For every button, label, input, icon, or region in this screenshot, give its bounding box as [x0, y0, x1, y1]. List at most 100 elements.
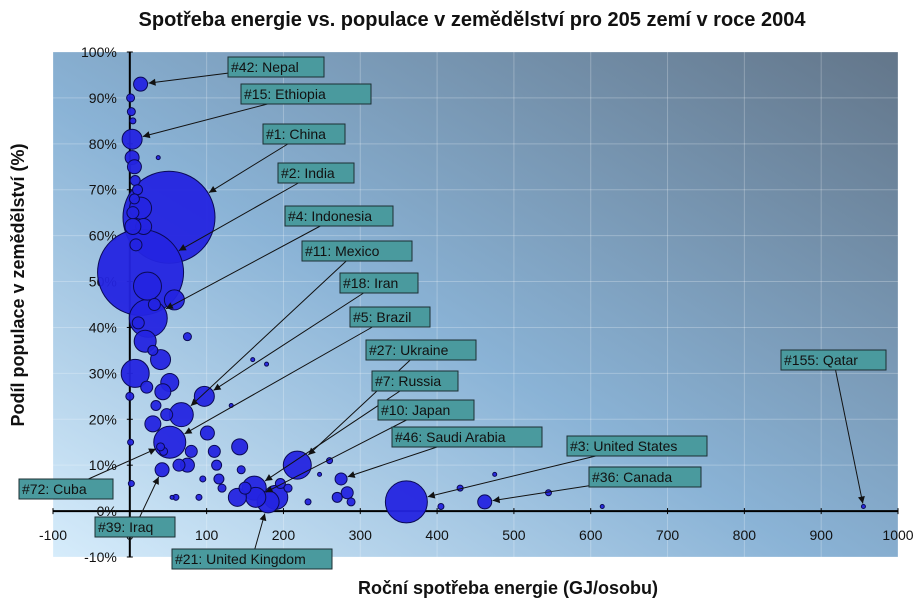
x-tick-label: 100: [195, 527, 219, 543]
leader-arrowhead: [858, 496, 865, 504]
leader-arrowhead: [190, 398, 199, 406]
point-label: #10: Japan: [265, 399, 475, 493]
label-box: [240, 83, 372, 105]
y-tick-label: 80%: [89, 136, 117, 152]
x-tick-label: 500: [502, 527, 526, 543]
label-text: #39: Iraq: [98, 519, 153, 535]
bubble: [172, 458, 186, 472]
y-tick-label: 30%: [89, 365, 117, 381]
x-tick-label: 200: [272, 527, 296, 543]
label-text: #7: Russia: [375, 373, 441, 389]
label-text: #36: Canada: [592, 469, 672, 485]
y-tick-label: -10%: [84, 549, 117, 565]
y-tick-label: 100%: [81, 44, 117, 60]
bubble: [213, 473, 225, 485]
bubble: [340, 486, 354, 500]
label-text: #27: Ukraine: [369, 342, 449, 358]
bubble: [129, 238, 143, 252]
bubble: [184, 444, 198, 458]
bubble: [236, 465, 246, 475]
x-axis-title: Roční spotřeba energie (GJ/osobu): [358, 578, 658, 598]
label-box: [391, 426, 543, 448]
bubble: [125, 391, 135, 401]
x-tick-label: 1000: [882, 527, 913, 543]
x-tick-label: 400: [425, 527, 449, 543]
label-box: [339, 272, 419, 294]
y-tick-label: 20%: [89, 411, 117, 427]
label-box: [227, 56, 325, 78]
leader-arrowhead: [347, 471, 356, 478]
label-box: [371, 370, 459, 392]
bubble: [154, 462, 170, 478]
bubble: [207, 444, 221, 458]
tick-labels: -10001002003004005006007008009001000-10%…: [39, 44, 914, 565]
label-box: [262, 123, 346, 145]
bubble: [144, 415, 162, 433]
point-label: #155: Qatar: [780, 349, 887, 504]
leader-line: [139, 476, 160, 518]
bubble: [147, 344, 159, 356]
leader-line: [427, 455, 596, 498]
bubbles: [97, 76, 866, 524]
bubble: [169, 494, 175, 500]
leader-line: [178, 182, 299, 252]
bubble: [477, 494, 493, 510]
label-text: #1: China: [266, 126, 326, 142]
label-text: #5: Brazil: [353, 309, 411, 325]
bubble: [127, 480, 135, 488]
label-box: [284, 205, 394, 227]
label-box: [301, 240, 413, 262]
y-tick-label: 40%: [89, 319, 117, 335]
bubble: [156, 442, 166, 452]
chart-title: Spotřeba energie vs. populace v zeměděls…: [139, 9, 807, 31]
label-box: [349, 306, 431, 328]
label-box: [377, 399, 475, 421]
label-text: #15: Ethiopia: [244, 86, 326, 102]
label-text: #42: Nepal: [231, 59, 299, 75]
grid: [52, 51, 899, 558]
point-label: #1: China: [208, 123, 346, 194]
leader-arrowhead: [265, 485, 274, 493]
label-text: #11: Mexico: [305, 243, 380, 259]
bubble: [231, 438, 249, 456]
x-tick-label: 600: [579, 527, 603, 543]
bubble: [599, 504, 605, 509]
bubble: [129, 175, 141, 187]
bubble: [437, 503, 445, 510]
label-box: [780, 349, 887, 371]
label-box: [588, 466, 702, 488]
bubble: [129, 117, 137, 125]
bubble: [128, 193, 140, 205]
bubble: [304, 498, 312, 506]
y-tick-label: 10%: [89, 457, 117, 473]
leader-arrowhead: [492, 496, 501, 504]
point-label: #36: Canada: [492, 466, 702, 504]
y-tick-label: 70%: [89, 182, 117, 198]
y-tick-label: 60%: [89, 228, 117, 244]
leader-arrowhead: [184, 427, 193, 434]
leader-line: [148, 72, 229, 84]
point-label: #2: India: [178, 162, 355, 252]
point-labels: #42: Nepal #15: Ethiopia #1: China #2: Indi…: [18, 56, 887, 570]
bubble: [264, 361, 270, 367]
label-box: [171, 548, 333, 570]
x-tick-label: 300: [349, 527, 373, 543]
leader-line: [213, 292, 364, 391]
bubble: [126, 159, 142, 175]
leader-arrowhead: [208, 185, 217, 193]
bubble: [126, 93, 136, 103]
y-tick-label: 0%: [97, 503, 117, 519]
leader-arrowhead: [178, 244, 187, 251]
leader-line: [835, 369, 864, 504]
label-text: #46: Saudi Arabia: [395, 429, 506, 445]
leader-line: [208, 143, 289, 194]
leader-arrowhead: [165, 302, 174, 309]
label-text: #18: Iran: [343, 275, 398, 291]
bubble: [250, 357, 256, 363]
label-box: [94, 516, 176, 538]
bubble: [283, 483, 293, 493]
label-box: [277, 162, 355, 184]
bubble: [384, 480, 428, 524]
y-axis-title: Podíl populace v zemědělství (%): [8, 143, 28, 426]
